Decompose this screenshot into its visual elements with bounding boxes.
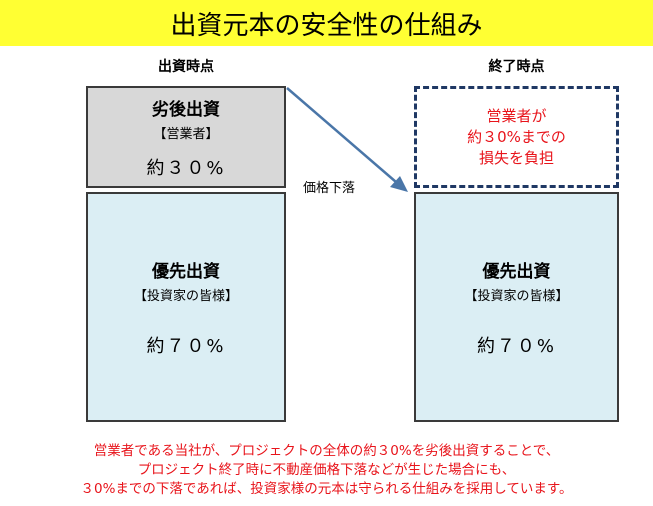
right-column-label: 終了時点 [488,59,545,75]
senior-title-right: 優先出資 [482,261,551,282]
loss-absorption-box: 営業者が 約３0%までの 損失を負担 [414,86,619,188]
subordinate-title: 劣後出資 [152,99,220,120]
title-bar: 出資元本の安全性の仕組み [0,0,653,46]
subordinate-sub: 【営業者】 [153,126,219,142]
loss-line-1: 営業者が [486,106,547,125]
page-title: 出資元本の安全性の仕組み [170,10,483,41]
senior-sub-left: 【投資家の皆様】 [133,288,238,304]
senior-title-left: 優先出資 [152,261,220,282]
senior-sub-right: 【投資家の皆様】 [464,288,569,304]
explanation-text: 営業者である当社が、プロジェクトの全体の約３0%を劣後出資することで、 プロジェ… [0,442,653,499]
loss-line-2: 約３0%までの [467,127,566,146]
explanation-line-3: ３0%までの下落であれば、投資家様の元本は守られる仕組みを採用しています。 [80,481,573,497]
left-column-label: 出資時点 [158,59,214,75]
senior-pct-right: 約７０% [476,335,557,357]
senior-investment-box-left: 優先出資 【投資家の皆様】 約７０% [86,192,286,422]
subordinate-investment-box: 劣後出資 【営業者】 約３０% [86,86,286,188]
loss-line-3: 損失を負担 [478,148,554,167]
senior-pct-left: 約７０% [146,335,226,357]
explanation-line-1: 営業者である当社が、プロジェクトの全体の約３0%を劣後出資することで、 [93,443,560,459]
price-drop-label: 価格下落 [303,181,356,196]
explanation-line-2: プロジェクト終了時に不動産価格下落などが生じた場合にも、 [137,462,516,478]
senior-investment-box-right: 優先出資 【投資家の皆様】 約７０% [414,192,619,422]
subordinate-pct: 約３０% [146,157,226,179]
arrow-shaft [286,87,397,183]
arrow-head [390,176,408,192]
